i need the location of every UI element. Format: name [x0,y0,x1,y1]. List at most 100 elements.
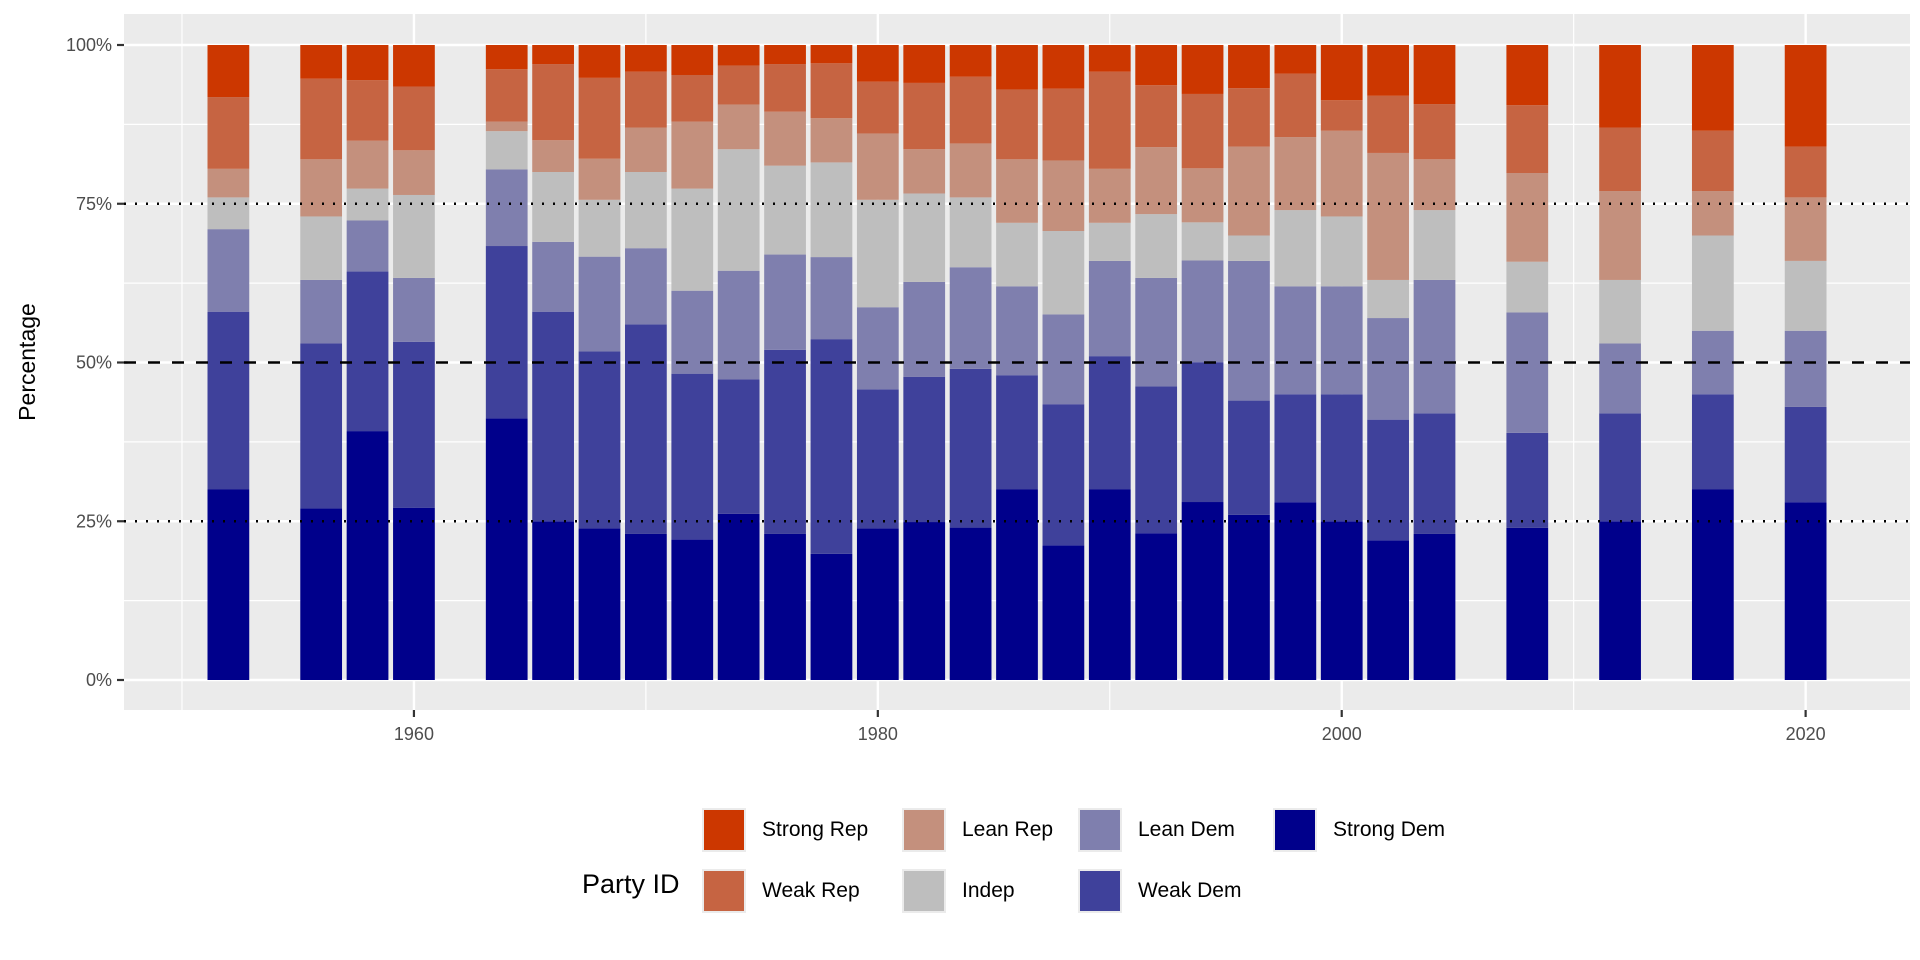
legend-swatch [1080,810,1120,850]
legend-swatch [1080,871,1120,911]
bar-segment-indep [856,199,899,308]
bar-stack [1088,45,1131,680]
bar-segment-indep [717,149,760,271]
legend-title: Party ID [582,869,680,899]
bar-stack [856,45,899,680]
bar-segment-lean-rep [856,133,899,200]
bar-segment-strong-rep [1784,45,1827,147]
bar-segment-strong-dem [207,489,250,680]
bar-segment-strong-rep [717,45,760,66]
bar-segment-indep [1367,279,1409,319]
bar-stack [996,45,1038,680]
bar-segment-lean-dem [1135,277,1178,387]
legend-item: Strong Dem [1273,808,1445,852]
x-tick-label: 2000 [1322,724,1362,744]
bar-segment-indep [1413,210,1456,280]
bar-segment-weak-rep [764,64,806,112]
bar-segment-weak-rep [1599,127,1641,192]
legend-item: Weak Rep [702,869,860,913]
bar-segment-weak-dem [1691,394,1734,490]
bar-segment-weak-rep [949,76,992,144]
bar-stack [1367,45,1409,680]
bar-segment-strong-rep [856,45,899,82]
bar-segment-weak-dem [300,343,343,509]
bar-segment-lean-dem [1320,286,1363,395]
bar-stack [1599,45,1641,680]
bar-segment-weak-dem [1413,413,1456,534]
bar-segment-indep [578,199,621,257]
x-tick-label: 1980 [858,724,898,744]
bar-segment-lean-rep [1413,159,1456,211]
legend-swatch [704,871,744,911]
bar-segment-lean-dem [903,281,946,377]
bar-segment-strong-dem [1784,502,1827,680]
bar-stack [671,45,714,680]
bar-segment-weak-dem [393,341,435,508]
bar-segment-weak-dem [949,368,992,528]
bar-segment-lean-rep [1691,191,1734,236]
bar-segment-indep [207,197,250,230]
bar-segment-indep [903,193,946,282]
bar-segment-strong-rep [810,45,853,64]
bar-segment-strong-rep [300,45,343,79]
bar-segment-lean-dem [1181,260,1224,363]
bar-segment-strong-dem [300,508,343,680]
bar-segment-lean-rep [625,127,667,172]
bar-segment-lean-dem [1042,314,1085,405]
bar-segment-strong-dem [1135,533,1178,680]
bar-segment-strong-rep [1320,45,1363,101]
bar-segment-lean-rep [1599,191,1641,280]
bar-segment-lean-rep [1320,130,1363,217]
bar-stack [207,45,250,680]
y-tick-label: 0% [86,670,112,690]
y-tick-label: 100% [66,35,112,55]
bar-stack [1506,45,1549,680]
bar-segment-lean-rep [1784,197,1827,261]
bar-stack [578,45,621,680]
legend-item: Lean Rep [902,808,1053,852]
bar-segment-weak-rep [1042,88,1085,161]
bar-segment-weak-dem [1274,394,1317,503]
bar-segment-strong-dem [1274,502,1317,680]
bar-segment-lean-rep [485,121,528,132]
bar-segment-lean-dem [393,277,435,342]
bar-segment-weak-dem [625,324,667,534]
bar-segment-lean-dem [532,241,574,312]
bar-stack [1042,45,1085,680]
bar-segment-strong-rep [625,45,667,72]
bar-segment-indep [1784,260,1827,331]
bar-segment-weak-rep [856,81,899,134]
bar-segment-lean-dem [856,307,899,390]
bar-segment-indep [810,162,853,258]
bar-segment-weak-dem [856,389,899,529]
bar-segment-strong-rep [1088,45,1131,72]
bar-segment-strong-dem [996,489,1038,680]
bar-stack [625,45,667,680]
bar-segment-lean-rep [717,104,760,150]
bar-segment-lean-dem [1274,286,1317,395]
bar-segment-weak-dem [764,349,806,534]
bar-segment-strong-dem [1367,540,1409,680]
bar-segment-weak-rep [393,86,435,151]
legend-item: Lean Dem [1078,808,1235,852]
bar-segment-weak-rep [1088,71,1131,169]
bar-segment-weak-rep [810,63,853,119]
legend-label: Strong Rep [762,818,868,841]
bar-segment-strong-dem [578,528,621,680]
bar-segment-strong-dem [1042,545,1085,680]
bar-segment-indep [1228,235,1270,261]
bar-segment-weak-dem [532,311,574,522]
legend: Party ID Strong Rep Weak Rep Lean Rep Indep… [582,808,1445,913]
bar-segment-lean-rep [300,159,343,217]
bar-stack [1413,45,1456,680]
bar-segment-weak-rep [671,74,714,122]
bar-segment-indep [1135,214,1178,278]
bar-segment-weak-rep [625,71,667,128]
bar-segment-weak-dem [1784,406,1827,503]
bar-segment-weak-dem [996,375,1038,490]
bar-segment-weak-rep [485,69,528,122]
bar-segment-weak-dem [903,376,946,523]
bar-segment-lean-dem [207,229,250,312]
bar-segment-indep [1088,222,1131,261]
bar-segment-lean-dem [671,290,714,374]
